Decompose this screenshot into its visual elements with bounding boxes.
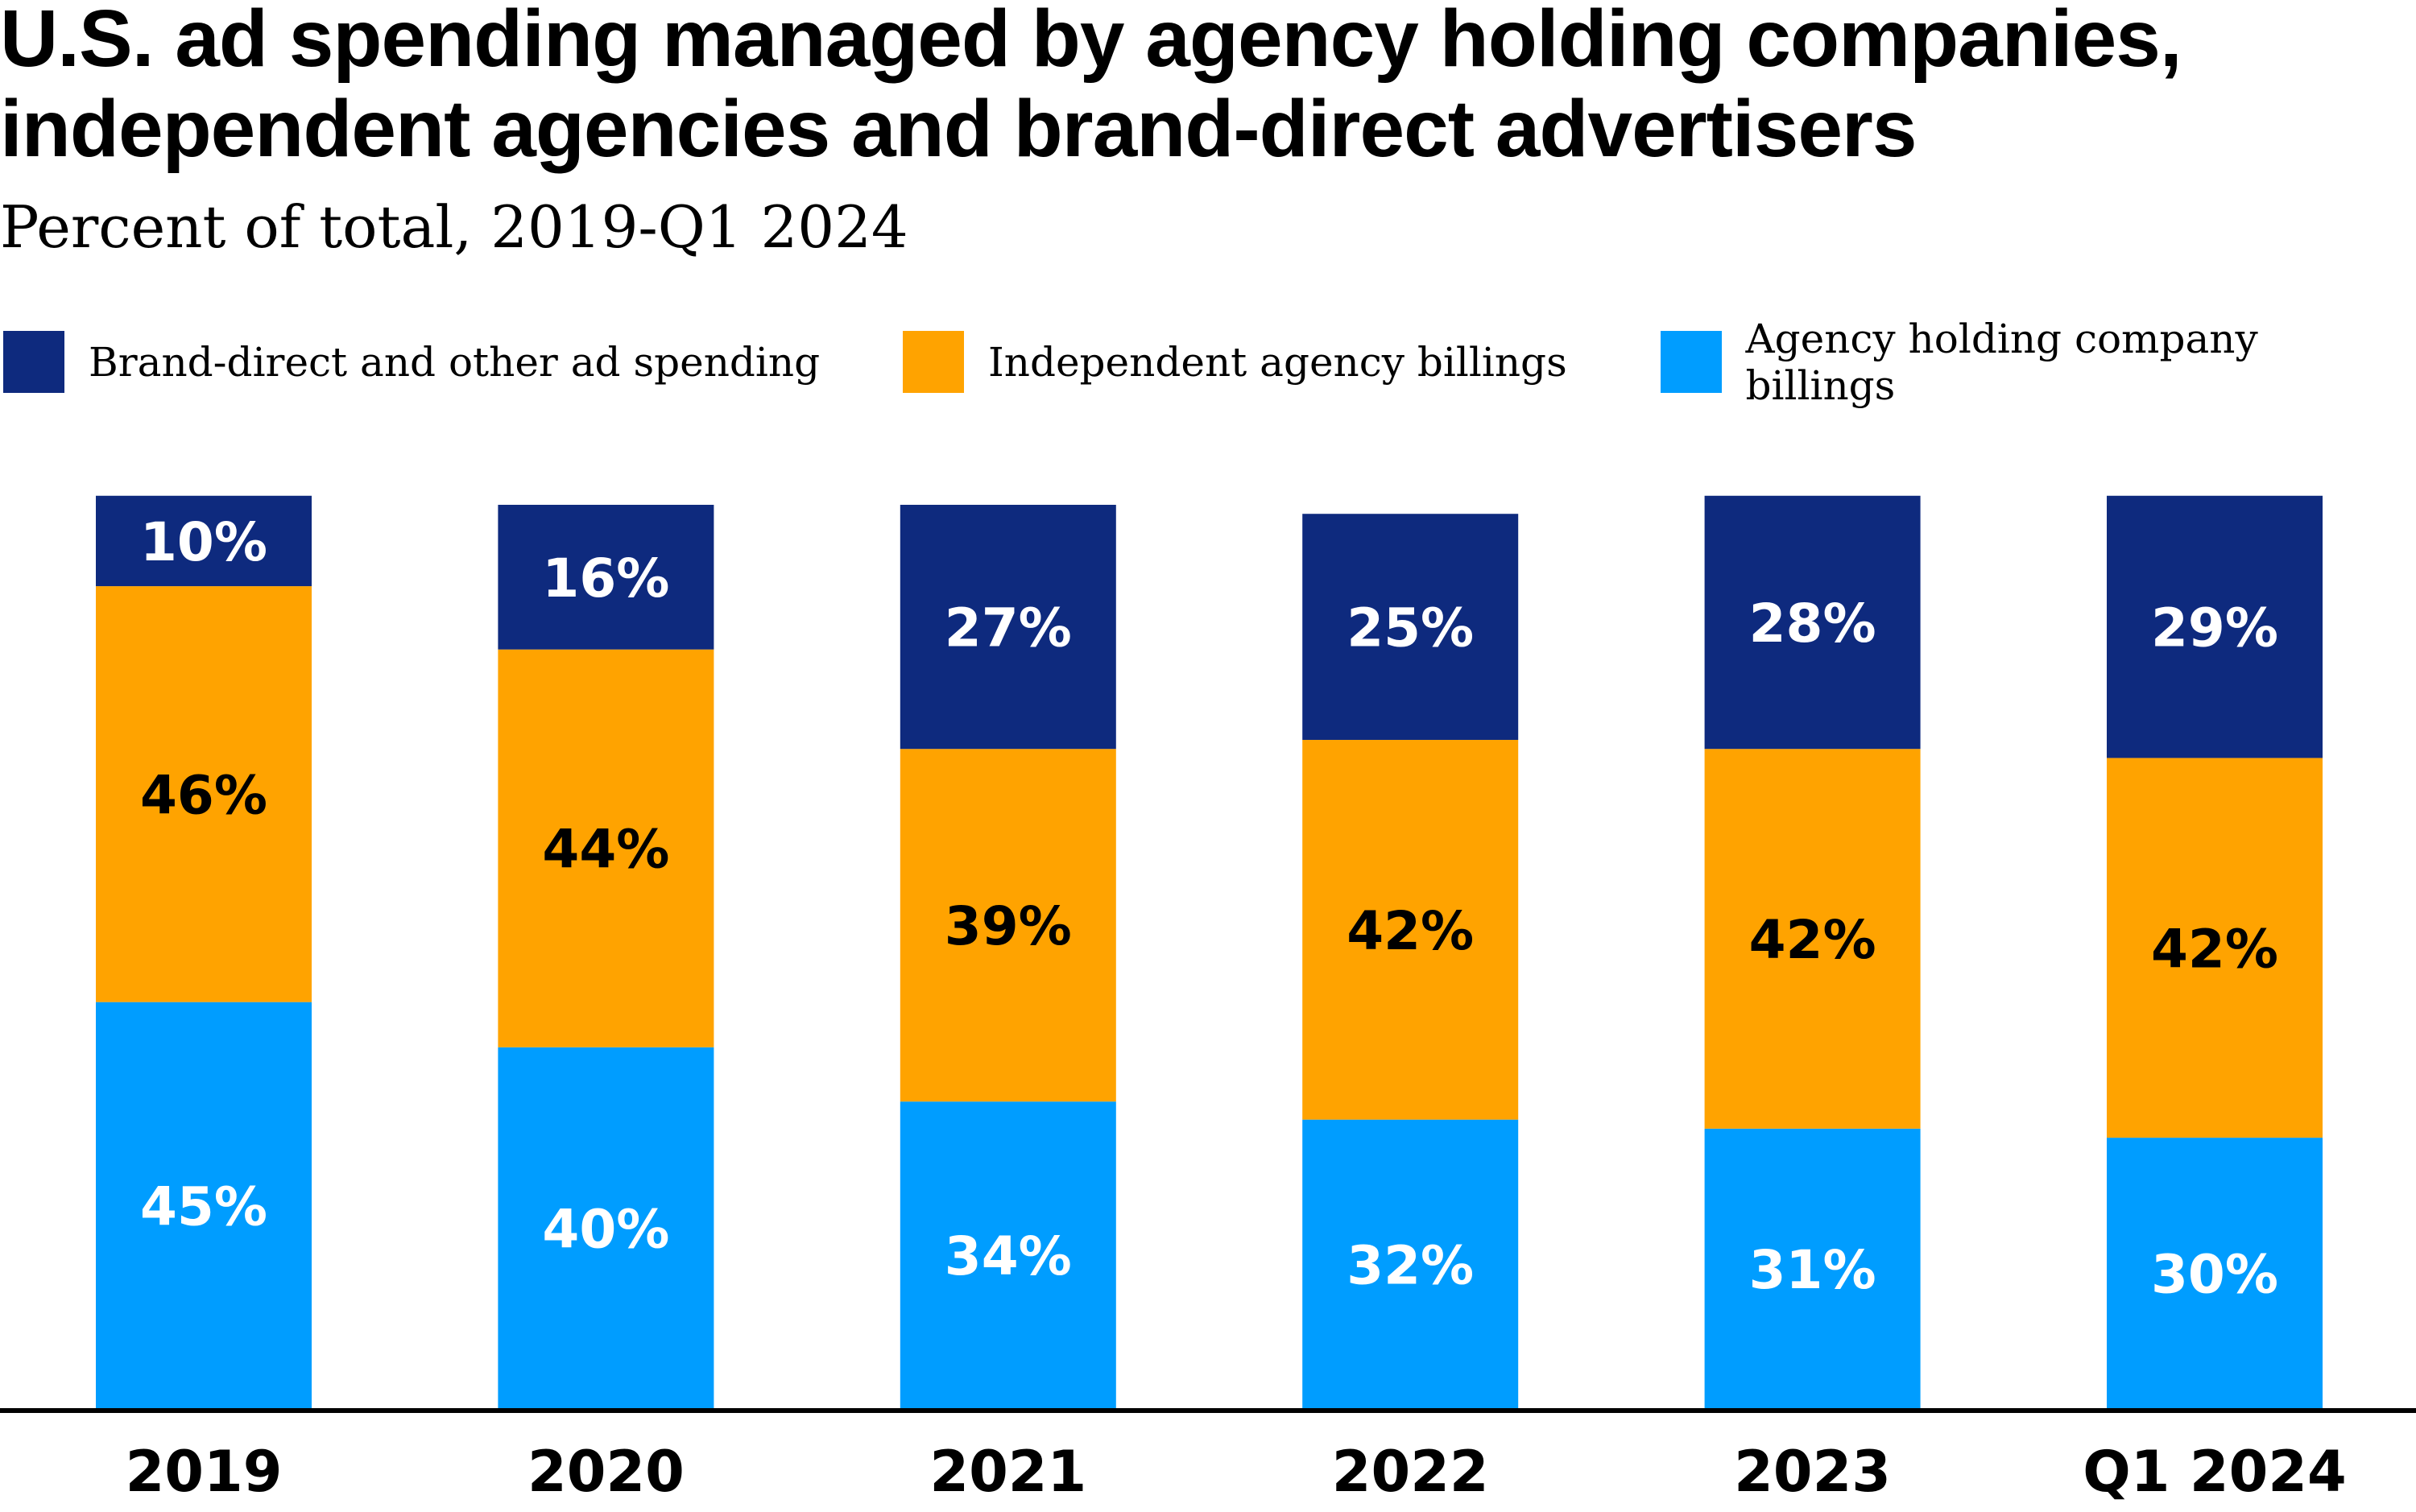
bar-segment bbox=[1704, 749, 1921, 1129]
bar-segment bbox=[1302, 739, 1519, 1120]
data-label: 28% bbox=[1749, 593, 1876, 655]
legend-swatch bbox=[1661, 331, 1722, 393]
legend-label: Brand-direct and other ad spending bbox=[89, 338, 821, 386]
x-tick-label: Q1 2024 bbox=[2083, 1439, 2346, 1505]
data-label: 32% bbox=[1347, 1234, 1474, 1296]
x-tick-label: 2019 bbox=[126, 1439, 283, 1505]
bar-segment bbox=[1302, 1119, 1519, 1409]
legend-item-independent: Independent agency billings bbox=[903, 331, 1567, 393]
data-label: 30% bbox=[2151, 1244, 2278, 1306]
data-label: 45% bbox=[140, 1175, 267, 1237]
bar-segment bbox=[2107, 495, 2323, 758]
bar-segment bbox=[96, 495, 312, 587]
legend-item-holding: Agency holding company billings bbox=[1661, 316, 2416, 409]
bar-segment bbox=[900, 749, 1116, 1102]
bar-segment bbox=[2107, 1138, 2323, 1409]
x-tick-label: 2020 bbox=[527, 1439, 685, 1505]
chart-title: U.S. ad spending managed by agency holdi… bbox=[0, 0, 2182, 174]
bar-segment bbox=[1704, 495, 1921, 750]
x-tick-label: 2021 bbox=[929, 1439, 1086, 1505]
data-label: 42% bbox=[1347, 900, 1474, 962]
data-label: 27% bbox=[945, 597, 1072, 659]
data-label: 40% bbox=[542, 1198, 669, 1260]
data-label: 39% bbox=[945, 895, 1072, 957]
bar-segment bbox=[900, 505, 1116, 750]
x-tick-label: 2022 bbox=[1332, 1439, 1489, 1505]
data-label: 34% bbox=[945, 1225, 1072, 1287]
legend-item-brand-direct: Brand-direct and other ad spending bbox=[3, 331, 820, 393]
bar-segment bbox=[1302, 514, 1519, 740]
legend-label: Agency holding company billings bbox=[1745, 315, 2258, 409]
bar-segment bbox=[96, 1002, 312, 1409]
data-label: 10% bbox=[140, 511, 267, 573]
data-label: 42% bbox=[2151, 918, 2278, 980]
chart-subtitle: Percent of total, 2019-Q1 2024 bbox=[0, 193, 908, 261]
data-label: 46% bbox=[140, 764, 267, 826]
data-label: 16% bbox=[542, 547, 669, 609]
bar-segment bbox=[498, 505, 714, 650]
data-label: 25% bbox=[1347, 597, 1474, 659]
data-label: 42% bbox=[1749, 909, 1876, 971]
bar-segment bbox=[1704, 1128, 1921, 1409]
bar-segment bbox=[2107, 758, 2323, 1138]
x-axis-line bbox=[0, 1408, 2416, 1413]
bar-segment bbox=[900, 1101, 1116, 1409]
data-label: 44% bbox=[542, 819, 669, 881]
x-tick-label: 2023 bbox=[1734, 1439, 1891, 1505]
bar-segment bbox=[498, 649, 714, 1047]
legend-label: Independent agency billings bbox=[988, 338, 1567, 386]
data-label: 31% bbox=[1749, 1239, 1876, 1301]
data-label: 29% bbox=[2151, 597, 2278, 659]
bar-segment bbox=[498, 1047, 714, 1409]
legend-swatch bbox=[903, 331, 964, 393]
bar-segment bbox=[96, 586, 312, 1002]
legend-swatch bbox=[3, 331, 64, 393]
